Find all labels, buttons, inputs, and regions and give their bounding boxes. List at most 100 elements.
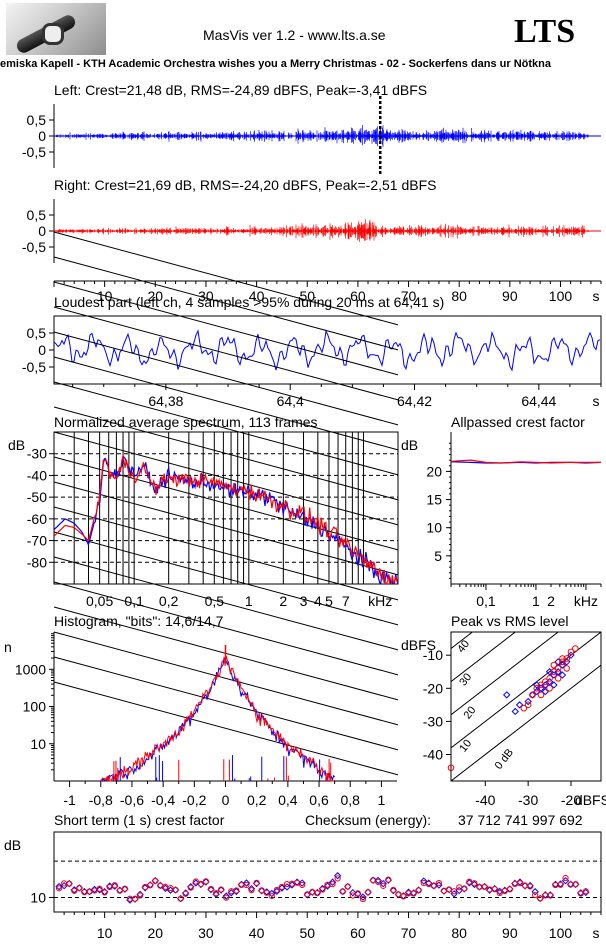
crest-point-blue (257, 887, 266, 895)
crest-point-red (76, 884, 83, 892)
crest-point-blue (95, 886, 104, 894)
slope-line (53, 456, 399, 551)
slope-line (53, 381, 399, 476)
crest-point-red (506, 886, 513, 893)
short-term-frame (53, 831, 602, 913)
crest-point-red (121, 885, 129, 892)
scatter-point-red (541, 678, 549, 685)
crest-point-red (582, 888, 589, 895)
x-tick-label: 60 (350, 288, 366, 304)
scatter-point-blue (558, 671, 567, 679)
scatter-point-red (563, 665, 571, 672)
right-waveform-title: Right: Crest=21,69 dB, RMS=-24,20 dBFS, … (54, 177, 437, 193)
spectrum-grid (53, 231, 399, 776)
crest-point-red (440, 887, 448, 894)
y-tick-label: 0,5 (27, 325, 47, 341)
crest-point-red (359, 896, 367, 903)
slope-line (53, 356, 399, 451)
crest-point-red (258, 887, 265, 894)
x-tick-label: 64,4 (277, 393, 304, 409)
x-unit-label: s (593, 925, 600, 941)
crest-point-red (192, 878, 199, 885)
y-tick-label: 0 (38, 342, 46, 358)
x-unit-label: s (593, 393, 600, 409)
crest-point-red (532, 891, 539, 899)
x-tick-label: 80 (451, 288, 467, 304)
crest-point-red (380, 882, 387, 889)
x-tick-label: 60 (350, 925, 366, 941)
x-tick-label: 0,6 (309, 792, 329, 808)
slope-line (53, 281, 399, 376)
crest-point-red (572, 881, 579, 888)
crest-point-red (496, 889, 503, 897)
crest-point-red (481, 883, 488, 890)
crest-point-blue (328, 878, 337, 886)
x-tick-label: 20 (148, 288, 164, 304)
x-axis-label: dBFS (575, 792, 606, 808)
scatter-point-red (533, 684, 541, 692)
x-tick-label: -0,2 (182, 792, 206, 808)
crest-point-red (334, 875, 341, 882)
slope-line (53, 681, 399, 776)
crest-point-blue (252, 879, 261, 888)
scatter-point-red (524, 701, 532, 709)
crest-point-red (101, 889, 108, 896)
lts-logo: LTS (514, 13, 576, 50)
y-tick-label: -0,5 (22, 239, 46, 255)
crest-point-blue (582, 888, 590, 897)
x-tick-label: 5 (325, 593, 333, 609)
crest-point-blue (273, 887, 281, 896)
crest-point-blue (445, 885, 453, 894)
crest-point-blue (420, 877, 428, 885)
histogram-series-red (100, 655, 335, 782)
crest-point-red (71, 887, 78, 894)
crest-point-red (415, 887, 422, 894)
scatter-point-red (559, 655, 566, 662)
crest-point-blue (389, 886, 398, 895)
crest-point-red (339, 888, 346, 895)
crest-point-blue (222, 892, 230, 900)
crest-point-red (309, 888, 316, 896)
spectrum-series-blue (54, 455, 398, 584)
crest-point-blue (460, 885, 468, 893)
crest-point-red (152, 877, 159, 885)
crest-point-red (329, 881, 336, 888)
crest-point-red (218, 886, 225, 893)
y-tick-label: -80 (27, 554, 47, 570)
scatter-point-red (554, 665, 562, 672)
crest-point-blue (521, 882, 529, 890)
crest-point-blue (308, 888, 317, 896)
slope-line (53, 531, 399, 626)
crest-point-blue (333, 872, 342, 880)
crest-point-red (445, 886, 453, 893)
y-axis-label: dB (8, 437, 25, 453)
crest-point-blue (303, 891, 311, 899)
scatter-point-red (529, 691, 536, 699)
crest-point-red (299, 881, 306, 889)
scatter-point-red (537, 681, 545, 689)
crest-point-red (66, 880, 73, 887)
slope-line (53, 431, 399, 526)
crest-point-red (147, 882, 154, 889)
y-tick-label: -70 (27, 533, 47, 549)
crest-point-blue (131, 895, 139, 903)
x-tick-label: 50 (299, 925, 315, 941)
crest-point-blue (379, 879, 387, 888)
allpassed-title: Allpassed crest factor (451, 414, 585, 430)
crest-point-blue (354, 890, 362, 898)
x-tick-label: 4 (314, 593, 322, 609)
crest-point-red (319, 886, 326, 893)
x-tick-label: 0,4 (278, 792, 298, 808)
y-tick-label: 1000 (15, 661, 46, 677)
crest-point-red (400, 893, 407, 900)
crest-point-blue (192, 879, 200, 887)
x-tick-label: 0,05 (86, 593, 113, 609)
scatter-point-blue (515, 701, 524, 709)
scatter-point-red (550, 668, 558, 676)
y-axis-label: dB (401, 437, 418, 453)
crest-label: 30 (457, 671, 474, 688)
crest-point-blue (242, 879, 251, 887)
crest-point-red (96, 885, 103, 892)
x-tick-label: 0,1 (476, 593, 496, 609)
x-tick-label: 64,38 (148, 393, 183, 409)
